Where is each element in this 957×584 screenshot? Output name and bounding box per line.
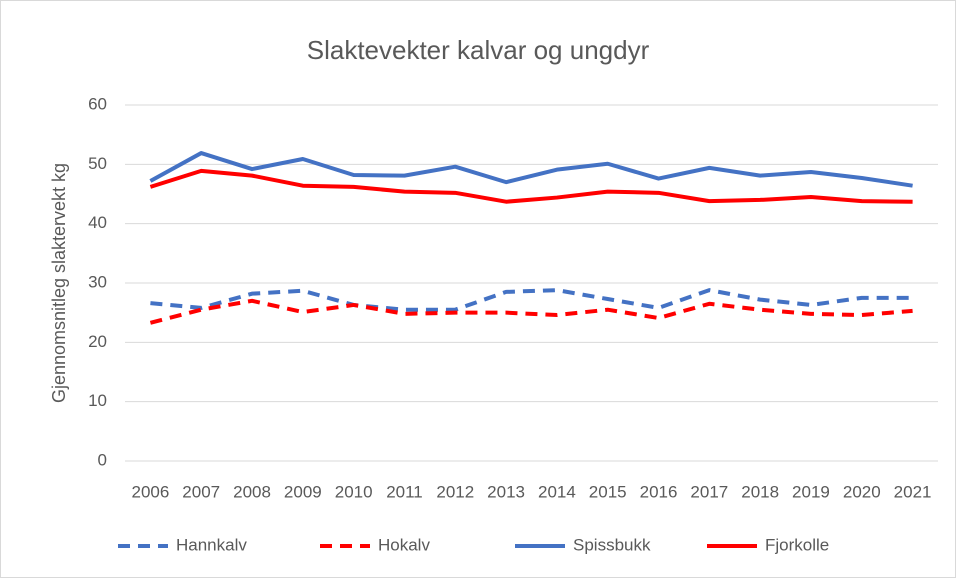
y-axis-label: Gjennomsnitleg slaktervekt kg xyxy=(49,163,69,403)
x-tick-label: 2006 xyxy=(131,482,169,501)
y-tick-label: 60 xyxy=(88,94,107,113)
legend-label: Spissbukk xyxy=(573,535,651,554)
x-tick-label: 2018 xyxy=(741,482,779,501)
legend-label: Hannkalv xyxy=(176,535,247,554)
y-tick-label: 50 xyxy=(88,154,107,173)
y-tick-label: 10 xyxy=(88,391,107,410)
x-tick-label: 2016 xyxy=(640,482,678,501)
y-tick-label: 0 xyxy=(98,450,107,469)
series-line xyxy=(149,298,913,325)
x-tick-label: 2013 xyxy=(487,482,525,501)
series-line xyxy=(149,168,913,204)
x-tick-label: 2014 xyxy=(538,482,576,501)
series-line xyxy=(150,288,913,312)
x-tick-label: 2015 xyxy=(589,482,627,501)
legend-label: Hokalv xyxy=(378,535,430,554)
legend-label: Fjorkolle xyxy=(765,535,829,554)
y-tick-label: 40 xyxy=(88,213,107,232)
x-tick-label: 2010 xyxy=(335,482,373,501)
x-tick-label: 2021 xyxy=(894,482,932,501)
x-tick-label: 2009 xyxy=(284,482,322,501)
x-tick-label: 2012 xyxy=(436,482,474,501)
y-tick-label: 30 xyxy=(88,272,107,291)
x-tick-label: 2011 xyxy=(386,482,423,501)
x-tick-label: 2019 xyxy=(792,482,830,501)
x-tick-label: 2020 xyxy=(843,482,881,501)
x-tick-label: 2007 xyxy=(182,482,220,501)
y-tick-label: 20 xyxy=(88,332,107,351)
chart-title: Slaktevekter kalvar og ungdyr xyxy=(307,35,650,65)
x-tick-label: 2017 xyxy=(690,482,728,501)
x-tick-label: 2008 xyxy=(233,482,271,501)
series-line xyxy=(149,151,913,188)
